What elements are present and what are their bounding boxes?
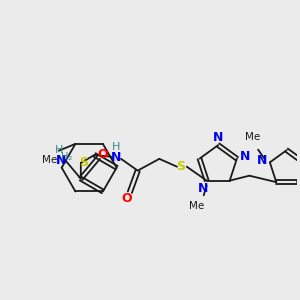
Text: H₂: H₂ <box>61 152 73 162</box>
Text: S: S <box>79 156 88 170</box>
Text: N: N <box>257 154 267 167</box>
Text: N: N <box>197 182 208 195</box>
Text: Me: Me <box>189 201 205 211</box>
Text: N: N <box>56 154 66 167</box>
Text: N: N <box>111 152 121 164</box>
Text: H: H <box>112 142 120 152</box>
Text: N: N <box>239 150 250 163</box>
Text: Me: Me <box>42 154 58 165</box>
Text: H: H <box>55 145 63 155</box>
Text: O: O <box>97 148 108 161</box>
Text: Me: Me <box>244 132 260 142</box>
Text: S: S <box>176 160 185 173</box>
Text: N: N <box>213 131 224 144</box>
Text: O: O <box>122 192 132 205</box>
